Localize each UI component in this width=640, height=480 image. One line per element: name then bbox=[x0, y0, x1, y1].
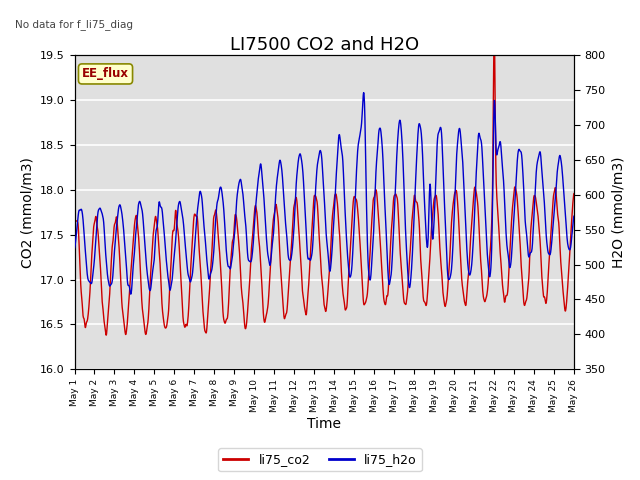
Text: No data for f_li75_diag: No data for f_li75_diag bbox=[15, 20, 132, 30]
Y-axis label: H2O (mmol/m3): H2O (mmol/m3) bbox=[611, 156, 625, 268]
Text: EE_flux: EE_flux bbox=[82, 67, 129, 81]
Title: LI7500 CO2 and H2O: LI7500 CO2 and H2O bbox=[230, 36, 419, 54]
X-axis label: Time: Time bbox=[307, 418, 341, 432]
Y-axis label: CO2 (mmol/m3): CO2 (mmol/m3) bbox=[20, 157, 35, 268]
Legend: li75_co2, li75_h2o: li75_co2, li75_h2o bbox=[218, 448, 422, 471]
